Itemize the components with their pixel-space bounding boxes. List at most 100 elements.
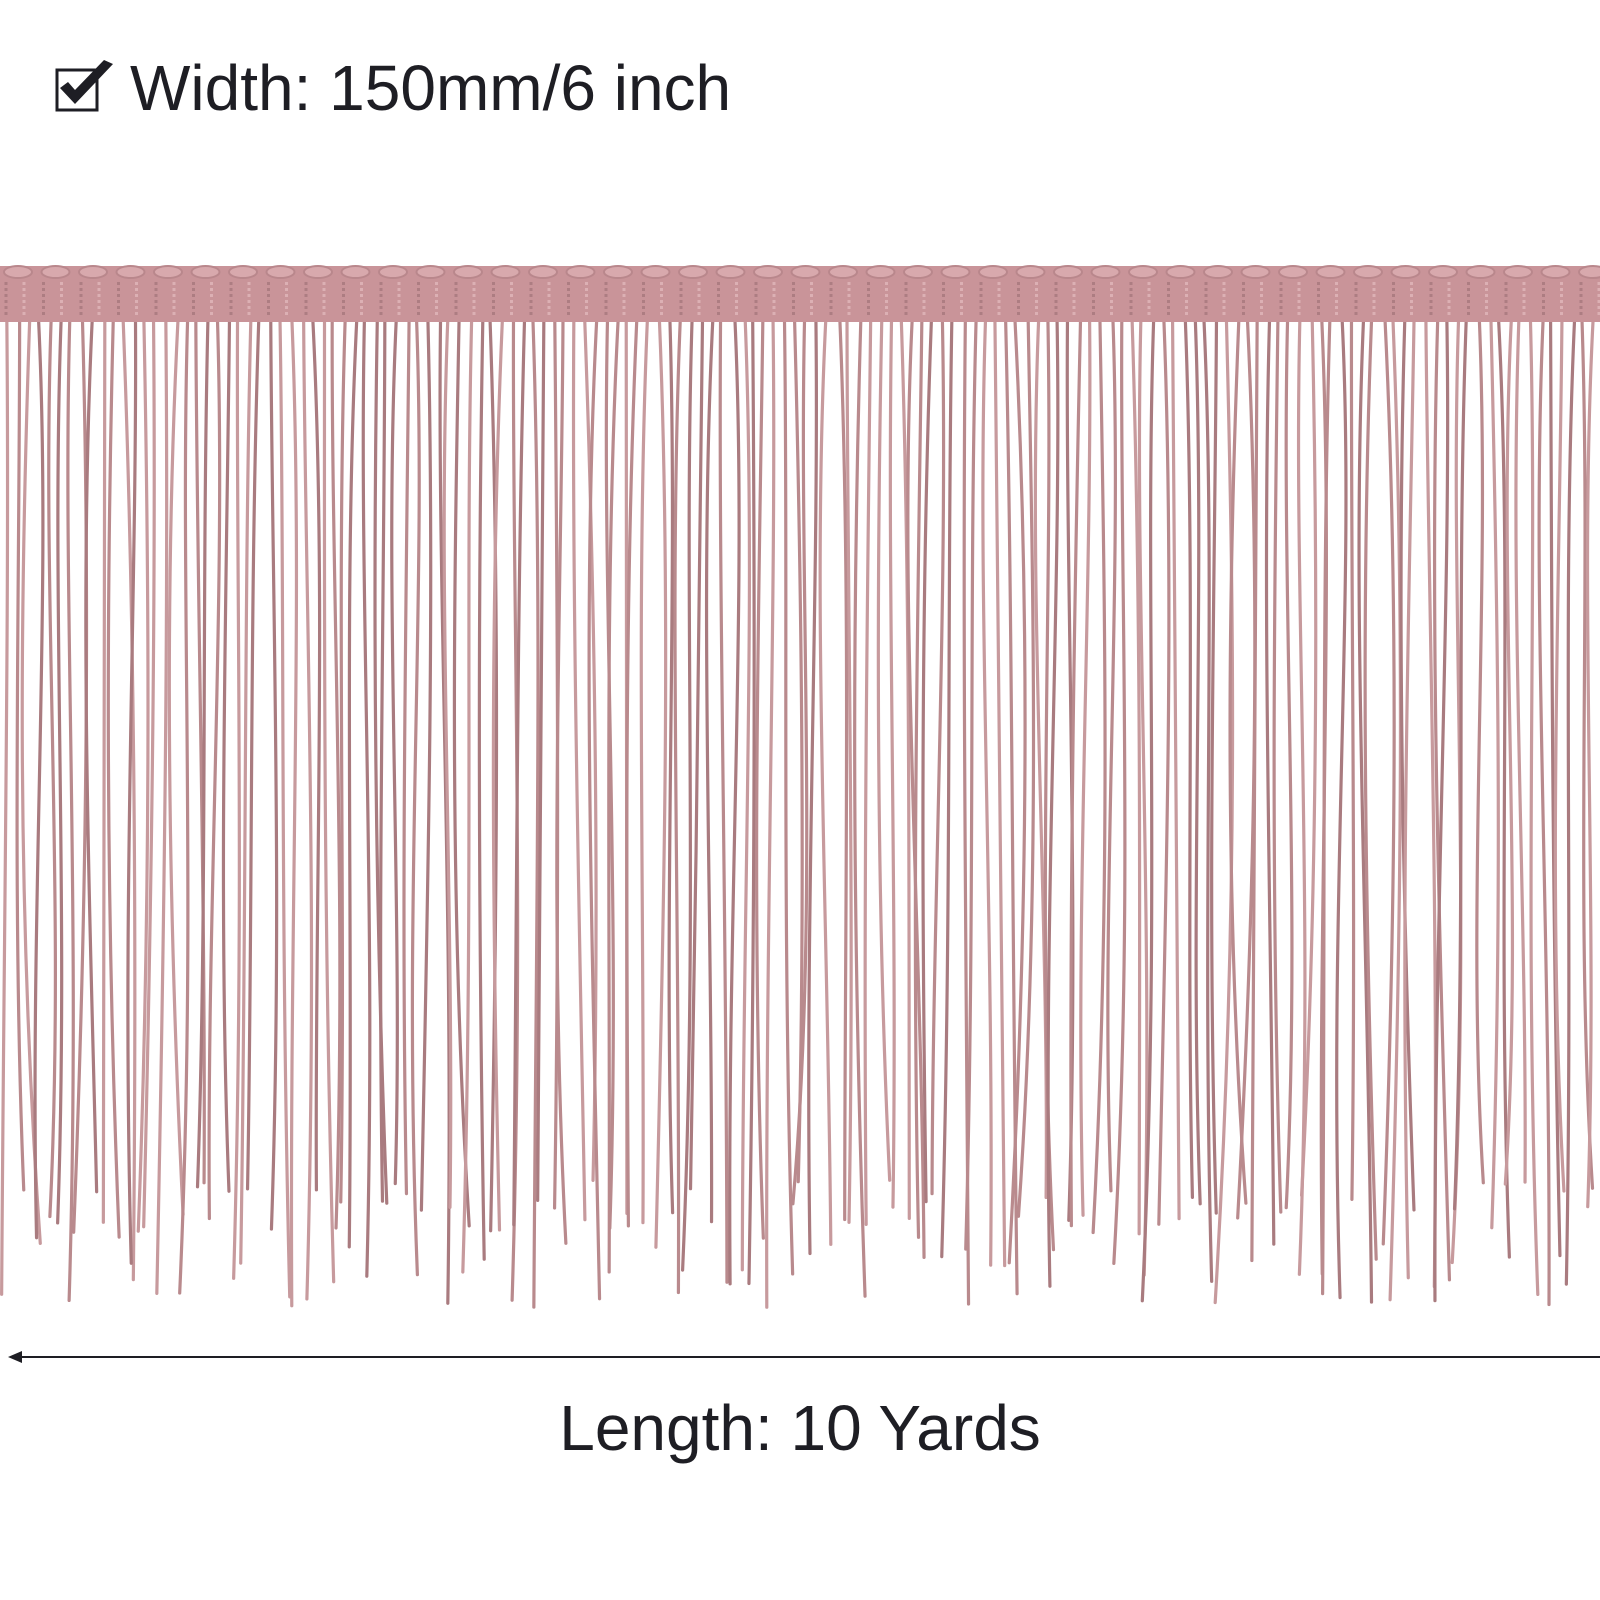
length-arrow — [8, 1351, 1600, 1363]
strand — [155, 316, 169, 1295]
knit-loop — [1353, 265, 1383, 279]
strand — [1016, 316, 1036, 1218]
strand — [142, 316, 156, 1229]
knit-loop — [1390, 265, 1421, 279]
strand — [913, 316, 924, 1239]
strand — [673, 316, 682, 1295]
strand — [1564, 316, 1577, 1286]
knit-loop — [1278, 265, 1308, 279]
strand — [47, 316, 57, 1219]
strand — [782, 316, 795, 1276]
strand — [1363, 316, 1378, 1261]
strand — [667, 316, 675, 1215]
knit-loop — [1428, 265, 1458, 279]
strand — [1069, 316, 1083, 1228]
knit-loop — [903, 265, 933, 279]
strand — [888, 316, 896, 1209]
strand — [1157, 316, 1171, 1226]
strand — [993, 316, 1007, 1268]
strand — [207, 316, 222, 1221]
strand — [1357, 316, 1374, 1304]
strand — [126, 316, 138, 1265]
strand — [1213, 316, 1235, 1305]
strand — [1284, 316, 1294, 1210]
strand — [121, 316, 137, 1282]
strand — [1452, 316, 1468, 1211]
strand — [536, 316, 546, 1202]
strand — [311, 316, 322, 1192]
strand — [899, 316, 911, 1220]
strand — [106, 316, 121, 1239]
strand — [512, 316, 527, 1227]
strand — [1007, 316, 1027, 1265]
strand — [361, 316, 372, 1278]
strand — [442, 316, 453, 1209]
strand — [1106, 316, 1117, 1193]
knit-loop — [265, 265, 296, 279]
knit-loop — [1240, 265, 1271, 279]
checkbox-box — [55, 68, 99, 112]
strand — [818, 316, 833, 1246]
knit-loop — [828, 265, 858, 279]
knit-loop — [565, 265, 596, 279]
strand — [178, 316, 190, 1295]
knit-loop — [153, 265, 183, 279]
strand — [1137, 316, 1149, 1277]
knit-loop — [453, 265, 483, 279]
strand — [1514, 316, 1527, 1184]
strand — [1046, 316, 1060, 1288]
strand — [728, 316, 741, 1286]
strand — [1321, 316, 1332, 1296]
strand — [688, 316, 705, 1191]
strand — [322, 316, 336, 1284]
width-label: Width: 150mm/6 inch — [130, 52, 731, 124]
strand — [981, 316, 993, 1267]
knit-loop — [1053, 265, 1083, 279]
strand — [289, 316, 299, 1308]
strand — [1503, 316, 1515, 1186]
strand — [15, 316, 26, 1192]
strand — [1170, 316, 1181, 1221]
knit-loop — [1165, 265, 1196, 279]
knit-loop — [790, 265, 821, 279]
arrow-head — [8, 1351, 22, 1363]
strand — [930, 316, 946, 1196]
strand — [1112, 316, 1127, 1266]
strand — [278, 316, 292, 1299]
strand — [1228, 316, 1248, 1205]
strand — [402, 316, 411, 1196]
strand — [587, 316, 602, 1301]
strand — [571, 316, 587, 1222]
strand — [863, 316, 873, 1226]
strand — [347, 316, 359, 1249]
knit-loop — [1465, 265, 1496, 279]
knit-loop — [865, 265, 896, 279]
strand — [339, 316, 347, 1204]
strand — [1388, 316, 1403, 1302]
strand — [964, 316, 978, 1251]
strand — [1300, 316, 1318, 1197]
strand — [66, 316, 75, 1303]
strand — [1272, 316, 1283, 1214]
strand — [33, 316, 45, 1240]
knit-loop — [378, 265, 408, 279]
strand — [1183, 316, 1195, 1199]
strand — [1210, 316, 1219, 1215]
knit-loop — [1503, 265, 1533, 279]
strand — [1496, 316, 1511, 1259]
strand — [410, 316, 421, 1277]
strand — [239, 316, 253, 1265]
strand — [1140, 316, 1156, 1303]
strand — [876, 316, 892, 1182]
strand — [1403, 316, 1416, 1280]
strand — [477, 316, 486, 1261]
strand — [1489, 316, 1500, 1230]
strand — [1580, 316, 1595, 1190]
knit-loop — [1315, 265, 1346, 279]
strand — [101, 316, 107, 1224]
strand — [167, 316, 185, 1216]
strand — [1264, 316, 1276, 1246]
strand — [194, 316, 206, 1185]
strand — [1349, 316, 1356, 1201]
